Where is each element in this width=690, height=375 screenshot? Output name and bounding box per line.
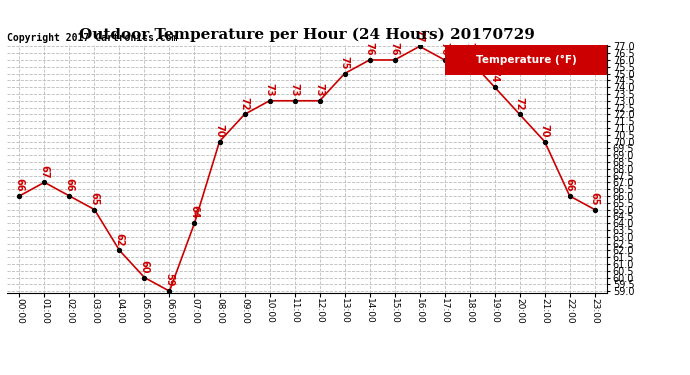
Text: 65: 65	[90, 192, 99, 206]
Point	[214, 138, 225, 144]
Text: 72: 72	[515, 97, 524, 110]
Point	[114, 248, 125, 254]
Point	[489, 84, 500, 90]
Text: 60: 60	[139, 260, 150, 273]
Text: 76: 76	[440, 42, 450, 56]
Point	[414, 44, 425, 50]
Point	[589, 207, 600, 213]
Point	[14, 193, 25, 199]
Text: 70: 70	[540, 124, 550, 137]
Point	[464, 57, 475, 63]
Point	[389, 57, 400, 63]
Text: 67: 67	[39, 165, 50, 178]
Point	[239, 111, 250, 117]
Point	[264, 98, 275, 104]
Text: 62: 62	[115, 232, 124, 246]
Text: 66: 66	[564, 178, 575, 192]
Text: 66: 66	[14, 178, 24, 192]
Text: 72: 72	[239, 97, 250, 110]
Text: Copyright 2017 Cartronics.com: Copyright 2017 Cartronics.com	[7, 33, 177, 42]
Text: 73: 73	[264, 83, 275, 97]
Text: 76: 76	[390, 42, 400, 56]
Point	[514, 111, 525, 117]
Point	[564, 193, 575, 199]
Point	[64, 193, 75, 199]
Point	[439, 57, 450, 63]
Text: 76: 76	[464, 42, 475, 56]
Point	[89, 207, 100, 213]
Text: 64: 64	[190, 206, 199, 219]
Text: 66: 66	[64, 178, 75, 192]
Point	[39, 179, 50, 185]
Text: 73: 73	[290, 83, 299, 97]
Text: 70: 70	[215, 124, 224, 137]
Title: Outdoor Temperature per Hour (24 Hours) 20170729: Outdoor Temperature per Hour (24 Hours) …	[79, 28, 535, 42]
Text: 59: 59	[164, 273, 175, 287]
Text: 77: 77	[415, 29, 424, 42]
Text: 74: 74	[490, 69, 500, 83]
Point	[139, 274, 150, 280]
Point	[339, 70, 350, 76]
Point	[164, 288, 175, 294]
Text: 75: 75	[339, 56, 350, 69]
Point	[314, 98, 325, 104]
Point	[289, 98, 300, 104]
Point	[189, 220, 200, 226]
Text: 76: 76	[364, 42, 375, 56]
Text: 65: 65	[590, 192, 600, 206]
Text: 73: 73	[315, 83, 324, 97]
Point	[539, 138, 550, 144]
Point	[364, 57, 375, 63]
